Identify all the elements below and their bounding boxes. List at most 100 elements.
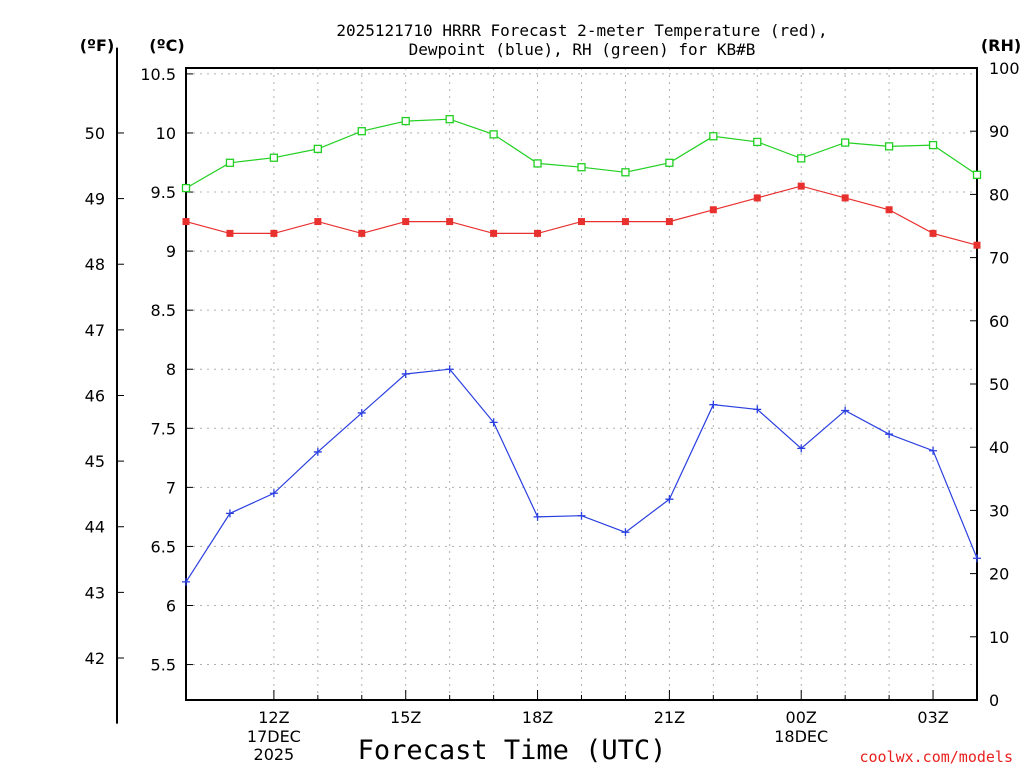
dewpoint-point <box>665 495 674 504</box>
fahrenheit-tick-label: 48 <box>85 255 105 274</box>
rh-tick-label: 20 <box>989 565 1009 584</box>
chart-title-line-1: 2025121710 HRRR Forecast 2-meter Tempera… <box>336 21 827 40</box>
dewpoint-point <box>357 408 366 417</box>
rh-tick-label: 60 <box>989 312 1009 331</box>
rh-point <box>225 158 235 167</box>
temperature-point <box>709 206 717 214</box>
celsius-tick-label: 7 <box>166 478 176 497</box>
dewpoint-point <box>533 512 542 521</box>
dewpoint-point <box>489 418 498 427</box>
temperature-point <box>358 229 366 237</box>
temperature-point <box>182 218 190 226</box>
temperature-point <box>270 229 278 237</box>
rh-point <box>489 130 498 139</box>
rh-point <box>709 132 718 141</box>
grid-lines <box>186 68 977 700</box>
celsius-tick-label: 9 <box>166 242 176 261</box>
dewpoint-point <box>841 406 850 415</box>
rh-point <box>621 168 630 177</box>
fahrenheit-tick-label: 43 <box>85 583 105 602</box>
fahrenheit-tick-label: 50 <box>85 124 105 143</box>
time-tick-label: 03Z <box>917 708 948 727</box>
fahrenheit-tick-label: 49 <box>85 190 105 209</box>
rh-tick-label: 100 <box>989 59 1020 78</box>
temperature-point <box>841 194 849 202</box>
celsius-tick-label: 10.5 <box>140 65 176 84</box>
time-tick-label: 12Z <box>258 708 289 727</box>
celsius-tick-label: 5.5 <box>151 656 176 675</box>
temperature-point <box>973 241 981 249</box>
temperature-point <box>885 206 893 214</box>
dewpoint-point <box>445 365 454 374</box>
rh-point <box>313 144 322 154</box>
rh-tick-label: 10 <box>989 628 1009 647</box>
rh-point <box>533 159 542 168</box>
rh-tick-label: 80 <box>989 185 1009 204</box>
dewpoint-point <box>621 528 630 537</box>
celsius-tick-label: 9.5 <box>151 183 176 202</box>
rh-point <box>797 154 806 163</box>
rh-point <box>269 153 279 162</box>
temperature-point <box>534 229 542 237</box>
dewpoint-point <box>182 577 190 586</box>
rh-tick-label: 0 <box>989 691 999 710</box>
rh-tick-label: 90 <box>989 122 1009 141</box>
rh-point <box>181 183 191 193</box>
rh-point <box>357 127 366 136</box>
dewpoint-point <box>709 400 718 409</box>
fahrenheit-tick-label: 46 <box>85 386 105 405</box>
source-credit[interactable]: coolwx.com/models <box>859 748 1013 766</box>
rh-point <box>884 142 894 151</box>
celsius-tick-label: 8 <box>166 360 176 379</box>
axes <box>116 47 978 724</box>
date-label-day: 17DEC <box>247 727 301 746</box>
dewpoint-point <box>797 444 806 453</box>
rh-point <box>928 140 938 150</box>
temperature-point <box>490 229 498 237</box>
chart-title-line-2: Dewpoint (blue), RH (green) for KB#B <box>409 40 756 59</box>
date-label-day: 18DEC <box>774 727 828 746</box>
celsius-tick-label: 10 <box>156 124 176 143</box>
tick-labels: 5.5 6 6.5 7 7.5 8 8.5 9 9.5 10 10.5 42 43 44 45 46 47 48 4… <box>85 59 1020 764</box>
dewpoint-point <box>885 430 894 439</box>
time-tick-label: 15Z <box>390 708 421 727</box>
temperature-point <box>578 218 585 226</box>
celsius-tick-label: 8.5 <box>151 301 176 320</box>
rh-unit-label: (RH) <box>981 36 1021 55</box>
fahrenheit-tick-label: 42 <box>85 649 105 668</box>
rh-point <box>972 170 982 179</box>
fahrenheit-tick-label: 45 <box>85 452 105 471</box>
temperature-point <box>314 218 322 226</box>
time-tick-label: 21Z <box>654 708 685 727</box>
dewpoint-point <box>973 554 981 563</box>
data-series <box>181 115 982 586</box>
dewpoint-point <box>401 369 410 378</box>
temperature-point <box>402 218 410 226</box>
time-tick-label: 18Z <box>522 708 553 727</box>
dewpoint-point <box>577 511 586 520</box>
dewpoint-point <box>929 446 938 455</box>
fahrenheit-unit-label: (ºF) <box>80 36 115 55</box>
temperature-point <box>929 229 937 237</box>
rh-point <box>401 116 410 126</box>
x-axis-title: Forecast Time (UTC) <box>358 735 667 766</box>
celsius-tick-label: 7.5 <box>151 419 176 438</box>
celsius-tick-label: 6.5 <box>151 537 176 556</box>
temperature-point <box>621 218 629 226</box>
celsius-tick-label: 6 <box>166 596 176 615</box>
rh-point <box>445 115 454 124</box>
date-label-year: 2025 <box>254 745 295 764</box>
rh-point <box>753 137 762 147</box>
time-tick-label: 00Z <box>786 708 817 727</box>
rh-point <box>577 163 586 172</box>
temperature-point <box>665 218 673 226</box>
rh-tick-label: 40 <box>989 438 1009 457</box>
temperature-point <box>226 229 234 237</box>
dewpoint-point <box>313 447 322 456</box>
temperature-point <box>753 194 761 202</box>
fahrenheit-tick-label: 47 <box>85 321 105 340</box>
dewpoint-point <box>753 405 762 414</box>
rh-tick-label: 70 <box>989 249 1009 268</box>
temperature-point <box>446 218 454 226</box>
